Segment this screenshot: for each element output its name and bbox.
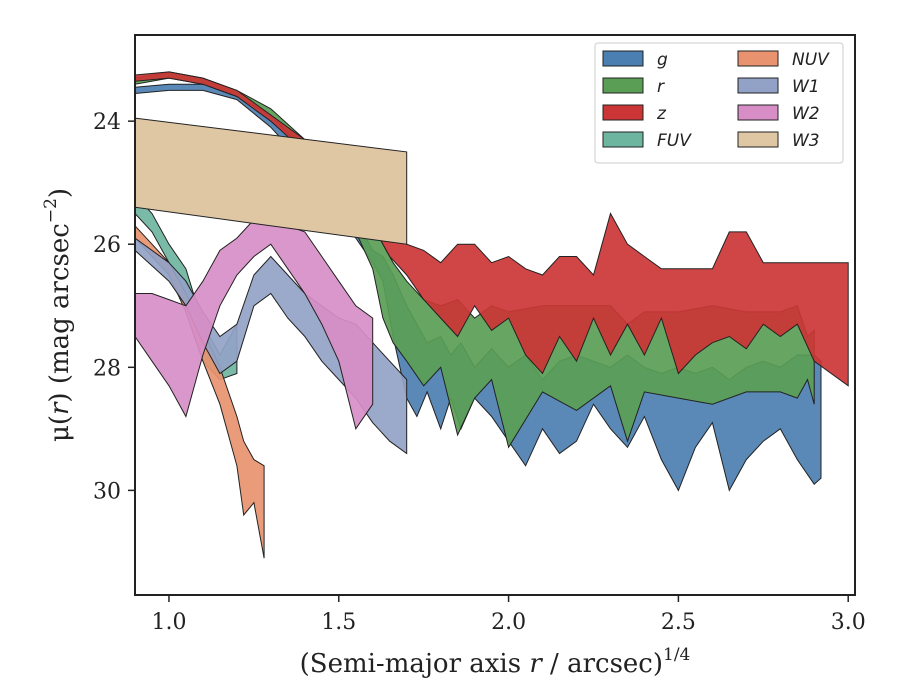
band-z <box>135 71 849 387</box>
x-title-var: r <box>529 649 543 679</box>
x-tick-label: 2.5 <box>661 610 696 635</box>
legend-label-g: g <box>657 50 668 70</box>
legend-swatch-fuv <box>602 131 644 148</box>
y-tick-label: 30 <box>93 479 121 504</box>
legend-swatch-w2 <box>737 104 779 121</box>
legend-label-fuv: FUV <box>657 131 692 151</box>
legend-label-w3: W3 <box>792 131 820 151</box>
legend: grz FUV NUV W1 W2 W3 <box>594 42 844 164</box>
x-title-suffix: / arcsec) <box>542 649 663 679</box>
band-w3 <box>135 117 408 245</box>
y-title-prefix: μ( <box>45 415 75 442</box>
y-title-close: ) <box>45 188 75 198</box>
x-tick-label: 1.5 <box>321 610 356 635</box>
x-axis-title: (Semi-major axis r / arcsec)1/4 <box>300 645 691 679</box>
legend-swatch-r <box>602 77 644 94</box>
legend-label-nuv: NUV <box>792 50 830 70</box>
legend-box <box>594 42 844 164</box>
y-axis-title: μ(r) (mag arcsec−2) <box>41 188 75 442</box>
legend-label-w1: W1 <box>792 77 820 97</box>
legend-swatch-w3 <box>737 131 779 148</box>
x-title-exponent: 1/4 <box>663 645 690 665</box>
y-title-var: r <box>45 401 75 415</box>
profile-bands <box>135 71 849 559</box>
legend-swatch-w1 <box>737 77 779 94</box>
y-title-exponent: −2 <box>41 198 61 223</box>
band-w2 <box>135 206 374 430</box>
legend-swatch-g <box>602 50 644 67</box>
x-title-prefix: (Semi-major axis <box>300 649 530 679</box>
legend-label-z: z <box>656 104 667 124</box>
y-tick-label: 26 <box>93 233 121 258</box>
x-tick-label: 3.0 <box>831 610 866 635</box>
legend-label-r: r <box>657 77 665 97</box>
legend-swatch-z <box>602 104 644 121</box>
y-axis: 24 26 28 30 <box>93 110 135 504</box>
legend-swatch-nuv <box>737 50 779 67</box>
x-tick-label: 1.0 <box>151 610 186 635</box>
plot-frame <box>134 34 856 596</box>
x-tick-label: 2.0 <box>491 610 526 635</box>
y-title-suffix: ) (mag arcsec <box>45 223 75 402</box>
y-tick-label: 24 <box>93 110 121 135</box>
x-axis: 1.0 1.5 2.0 2.5 3.0 <box>151 595 866 635</box>
legend-label-w2: W2 <box>792 104 820 124</box>
y-tick-label: 28 <box>93 356 121 381</box>
